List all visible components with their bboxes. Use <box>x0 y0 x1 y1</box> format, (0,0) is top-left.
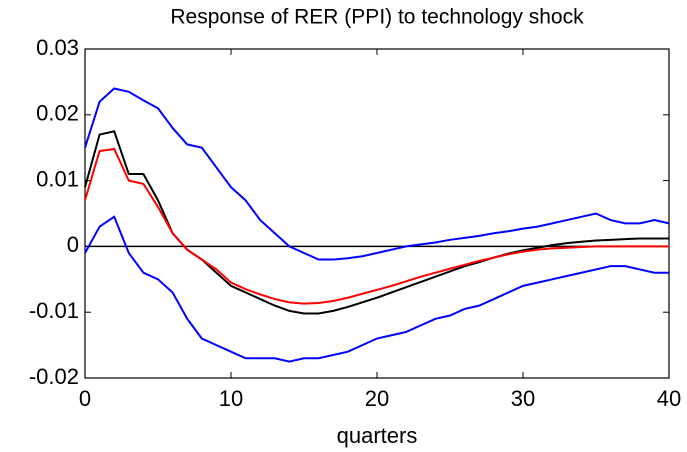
y-tick-label: 0.01 <box>36 166 79 191</box>
chart-title: Response of RER (PPI) to technology shoc… <box>170 6 584 29</box>
x-tick-label: 30 <box>511 386 535 411</box>
x-axis-label: quarters <box>337 423 418 448</box>
y-tick-label: 0.03 <box>36 35 79 60</box>
x-tick-label: 10 <box>219 386 243 411</box>
y-tick-label: 0.02 <box>36 101 79 126</box>
x-tick-label: 0 <box>79 386 91 411</box>
series-line <box>84 87 670 261</box>
series-line <box>84 215 669 363</box>
x-tick-label: 20 <box>365 386 389 411</box>
y-tick-label: -0.02 <box>29 364 79 389</box>
plot-frame <box>84 48 670 379</box>
x-tick-label: 40 <box>657 386 681 411</box>
y-tick-label: -0.01 <box>29 298 79 323</box>
y-tick-label: 0 <box>67 232 79 257</box>
series-line <box>84 147 669 305</box>
series-line <box>84 130 669 315</box>
